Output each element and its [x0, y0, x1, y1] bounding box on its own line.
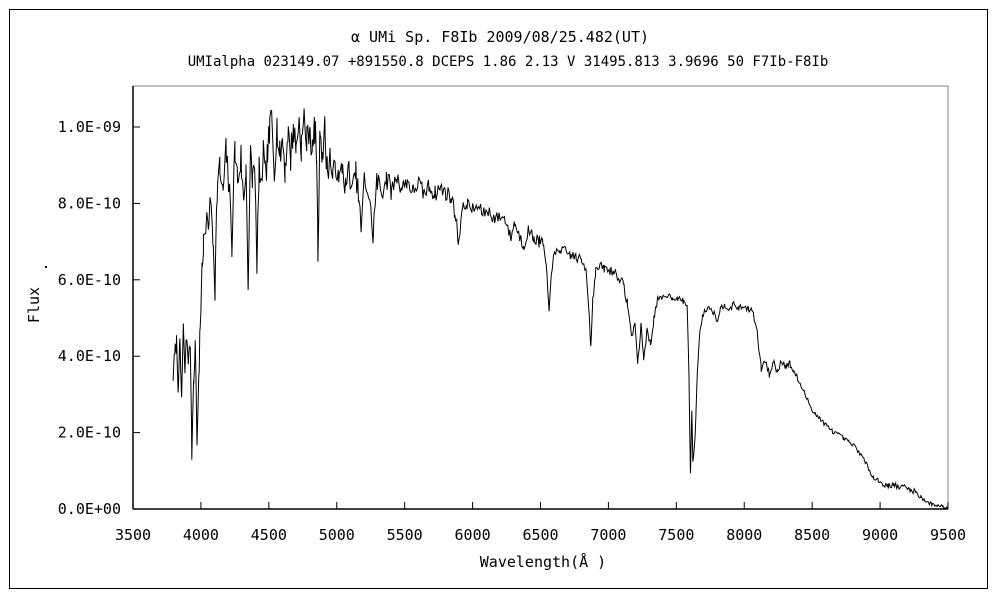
x-tick-label: 4500: [251, 526, 287, 544]
chart-title: α UMi Sp. F8Ib 2009/08/25.482(UT): [351, 28, 649, 46]
x-axis-ticks: [132, 502, 949, 509]
x-tick-label: 6500: [522, 526, 558, 544]
y-tick-label: 8.0E-10: [58, 194, 121, 212]
x-tick-label: 6000: [455, 526, 491, 544]
y-tick-label: 1.0E-09: [58, 118, 121, 136]
x-tick-label: 7500: [658, 526, 694, 544]
x-tick-label: 9500: [930, 526, 966, 544]
stray-mark: [45, 266, 47, 268]
chart-subtitle: UMIalpha 023149.07 +891550.8 DCEPS 1.86 …: [188, 54, 829, 70]
x-tick-label: 8500: [794, 526, 830, 544]
x-tick-label: 7000: [590, 526, 626, 544]
y-tick-label: 6.0E-10: [58, 271, 121, 289]
y-tick-label: 0.0E+00: [58, 500, 121, 518]
y-axis-tick-labels: 0.0E+00 2.0E-10 4.0E-10 6.0E-10 8.0E-10 1.0E-…: [58, 118, 121, 518]
x-tick-label: 4000: [183, 526, 219, 544]
x-tick-label: 9000: [862, 526, 898, 544]
x-tick-label: 5000: [319, 526, 355, 544]
x-axis-title: Wavelength(Å ): [480, 552, 606, 571]
y-tick-label: 2.0E-10: [58, 424, 121, 442]
y-axis-title: Flux: [25, 287, 43, 323]
x-tick-label: 3500: [115, 526, 151, 544]
plot-frame: [132, 85, 949, 510]
y-axis-ticks: [133, 126, 140, 510]
y-tick-label: 4.0E-10: [58, 347, 121, 365]
spectrum-line: [172, 108, 949, 510]
x-tick-label: 5500: [387, 526, 423, 544]
x-tick-label: 8000: [726, 526, 762, 544]
x-axis-tick-labels: 3500 4000 4500 5000 5500 6000 6500 7000 7500 8000…: [115, 526, 966, 544]
